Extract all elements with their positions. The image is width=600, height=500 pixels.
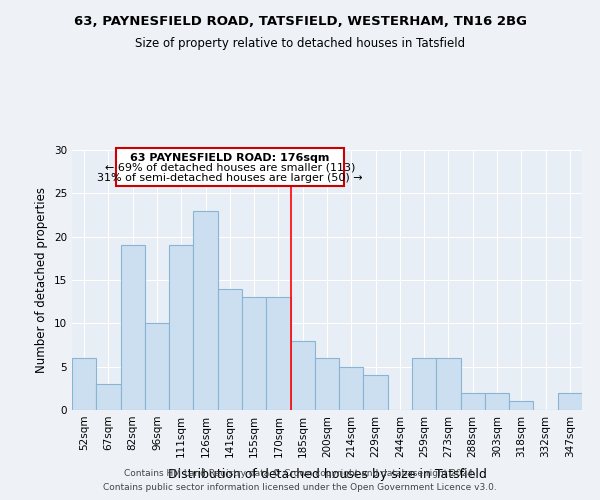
Bar [315, 358, 339, 410]
Bar [193, 210, 218, 410]
Bar [461, 392, 485, 410]
Text: 31% of semi-detached houses are larger (50) →: 31% of semi-detached houses are larger (… [97, 172, 362, 182]
Bar [485, 392, 509, 410]
Text: 63 PAYNESFIELD ROAD: 176sqm: 63 PAYNESFIELD ROAD: 176sqm [130, 152, 329, 162]
Text: ← 69% of detached houses are smaller (113): ← 69% of detached houses are smaller (11… [104, 163, 355, 173]
Bar [242, 298, 266, 410]
Bar [290, 340, 315, 410]
Text: 63, PAYNESFIELD ROAD, TATSFIELD, WESTERHAM, TN16 2BG: 63, PAYNESFIELD ROAD, TATSFIELD, WESTERH… [74, 15, 527, 28]
Bar [96, 384, 121, 410]
Text: Contains HM Land Registry data © Crown copyright and database right 2024.: Contains HM Land Registry data © Crown c… [124, 468, 476, 477]
Text: Size of property relative to detached houses in Tatsfield: Size of property relative to detached ho… [135, 38, 465, 51]
X-axis label: Distribution of detached houses by size in Tatsfield: Distribution of detached houses by size … [167, 468, 487, 481]
Text: Contains public sector information licensed under the Open Government Licence v3: Contains public sector information licen… [103, 484, 497, 492]
Bar [72, 358, 96, 410]
Y-axis label: Number of detached properties: Number of detached properties [35, 187, 49, 373]
Bar [145, 324, 169, 410]
Bar [509, 402, 533, 410]
Bar [558, 392, 582, 410]
Bar [436, 358, 461, 410]
Bar [266, 298, 290, 410]
FancyBboxPatch shape [116, 148, 344, 186]
Bar [169, 246, 193, 410]
Bar [218, 288, 242, 410]
Bar [121, 246, 145, 410]
Bar [364, 376, 388, 410]
Bar [339, 366, 364, 410]
Bar [412, 358, 436, 410]
